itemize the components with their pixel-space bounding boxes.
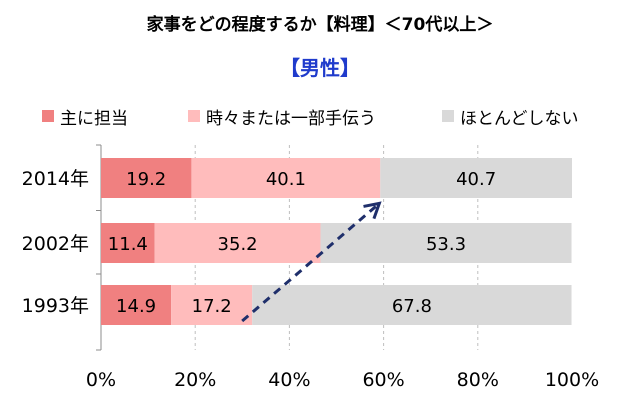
bar-segment	[101, 285, 172, 325]
x-tick-label: 100%	[545, 369, 599, 391]
bar-segment	[191, 158, 381, 198]
data-label: 35.2	[218, 234, 258, 255]
legend: 主に担当 時々または一部手伝う ほとんどしない	[42, 104, 632, 129]
data-label: 53.3	[426, 234, 466, 255]
legend-item-partial: 時々または一部手伝う	[188, 104, 376, 129]
data-label: 14.9	[116, 296, 156, 317]
legend-item-main: 主に担当	[42, 104, 128, 129]
bar-segment	[154, 223, 321, 263]
x-tick-label: 0%	[86, 369, 116, 391]
data-label: 40.1	[266, 169, 306, 190]
chart-subtitle: 【男性】	[280, 56, 360, 80]
legend-label-partial: 時々または一部手伝う	[206, 108, 376, 129]
data-label: 67.8	[392, 296, 432, 317]
x-tick-label: 40%	[268, 369, 310, 391]
data-label: 11.4	[108, 234, 148, 255]
legend-item-rarely: ほとんどしない	[442, 104, 579, 129]
legend-label-rarely: ほとんどしない	[460, 108, 579, 129]
category-label: 2002年	[22, 233, 89, 255]
x-tick-label: 60%	[362, 369, 404, 391]
bar-segment	[101, 158, 192, 198]
x-tick-label: 20%	[174, 369, 216, 391]
x-tick-label: 80%	[457, 369, 499, 391]
bar-segment	[380, 158, 572, 198]
chart-title: 家事をどの程度するか【料理】＜70代以上＞	[146, 15, 494, 35]
bar-segment	[171, 285, 253, 325]
legend-label-main: 主に担当	[60, 108, 128, 129]
legend-swatch-partial	[188, 110, 200, 122]
bar-segment	[252, 285, 572, 325]
data-label: 40.7	[456, 169, 496, 190]
legend-swatch-main	[42, 110, 54, 122]
bar-segment	[101, 223, 155, 263]
legend-swatch-rarely	[442, 110, 454, 122]
trend-arrow-head	[363, 201, 382, 220]
data-label: 17.2	[192, 296, 232, 317]
category-label: 1993年	[22, 295, 89, 317]
data-label: 19.2	[126, 169, 166, 190]
bar-segment	[320, 223, 572, 263]
category-label: 2014年	[22, 168, 89, 190]
trend-arrow-line	[241, 204, 378, 323]
